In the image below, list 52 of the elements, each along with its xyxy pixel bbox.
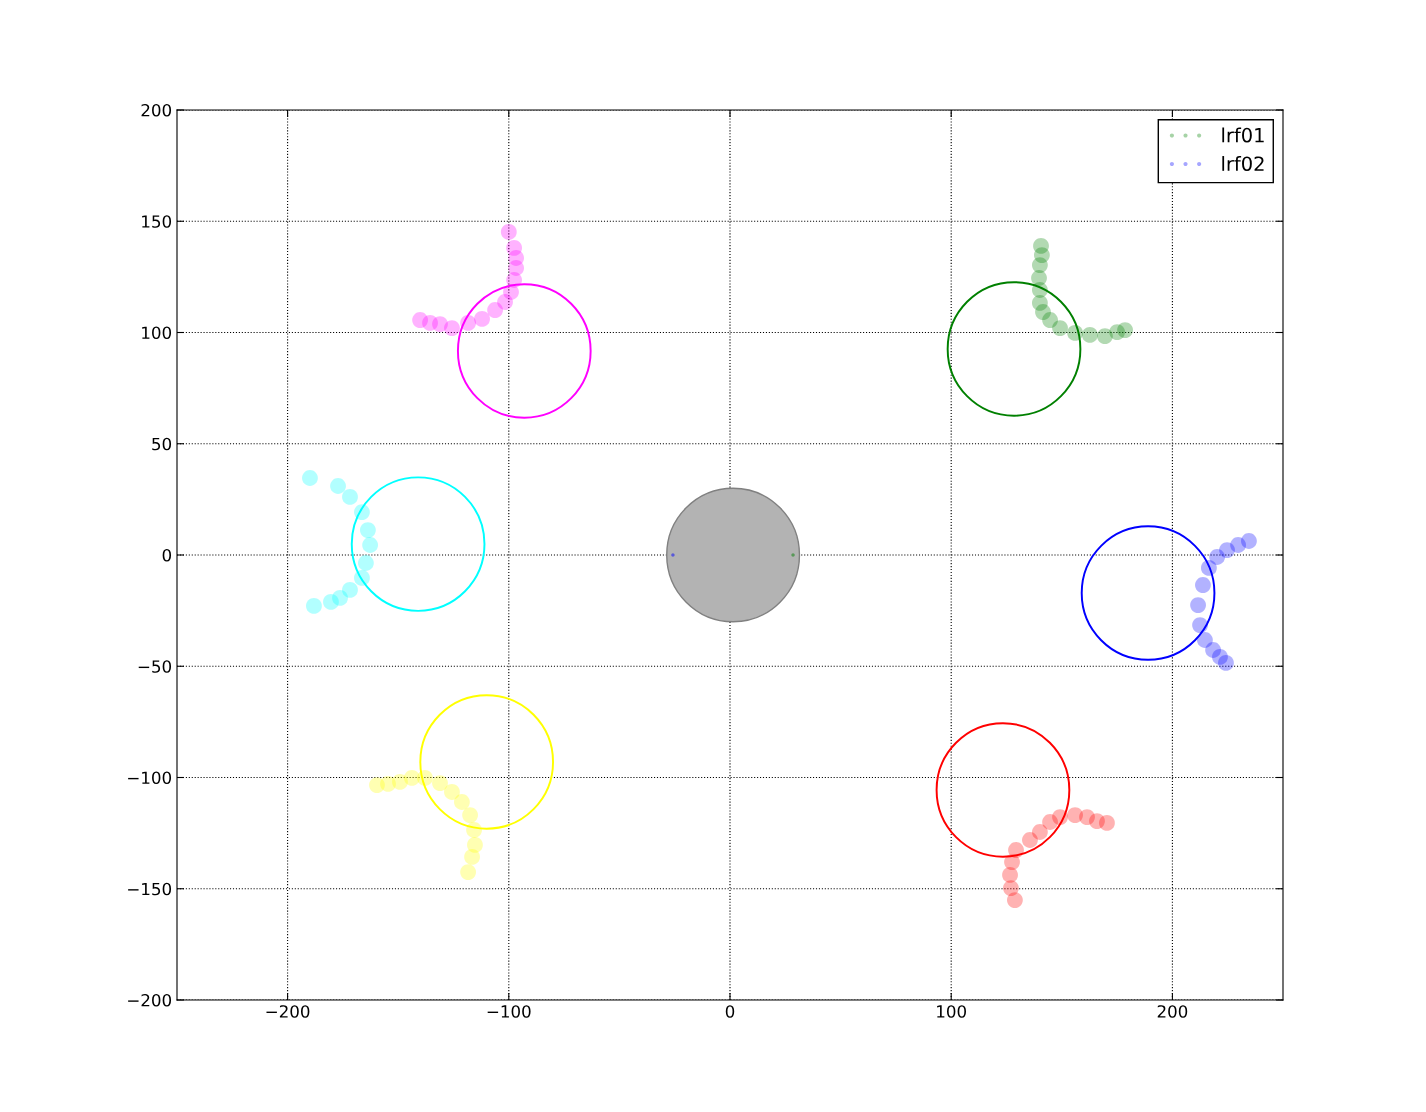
x-tick-label: 0 (725, 1005, 735, 1018)
point (306, 598, 322, 614)
point (1209, 549, 1225, 565)
y-tick-label: −50 (138, 660, 172, 673)
y-tick-label: 150 (142, 215, 172, 228)
y-tick-label: 200 (141, 103, 172, 117)
point (1033, 238, 1049, 254)
x-tick-label: 100 (937, 1005, 966, 1018)
point (342, 489, 358, 505)
point (412, 312, 429, 328)
point (357, 555, 374, 571)
point (1002, 867, 1018, 883)
point (500, 224, 517, 240)
point (1081, 327, 1098, 343)
point (1097, 328, 1113, 344)
point (1190, 597, 1206, 613)
point (1022, 832, 1038, 848)
point (1218, 654, 1234, 671)
point (404, 770, 420, 786)
point (1031, 294, 1048, 311)
x-tick-label: 200 (1157, 1005, 1188, 1018)
point (474, 311, 490, 327)
point (359, 522, 376, 538)
point (497, 294, 513, 310)
y-tick-label: −200 (128, 993, 172, 1007)
point (302, 470, 318, 486)
point (464, 849, 480, 865)
point (323, 594, 339, 610)
point (1067, 807, 1083, 824)
legend-label: lrf01 (1222, 127, 1264, 143)
point (362, 537, 379, 553)
point (791, 553, 795, 557)
x-tick-label: −200 (266, 1005, 310, 1018)
y-tick-label: 50 (152, 437, 172, 451)
point (460, 864, 477, 880)
x-tick-label: −100 (487, 1005, 531, 1018)
y-tick-label: 100 (142, 326, 172, 340)
point (1042, 814, 1058, 830)
point (1195, 577, 1211, 593)
point (444, 784, 460, 800)
point (1006, 892, 1023, 909)
y-tick-label: −150 (128, 882, 172, 896)
point (432, 775, 448, 791)
point (462, 807, 479, 824)
point (453, 794, 470, 810)
point (342, 582, 358, 598)
legend-label: lrf02 (1222, 156, 1264, 172)
point (330, 478, 346, 494)
y-tick-label: 0 (162, 548, 172, 562)
point (671, 553, 675, 557)
point (487, 302, 503, 318)
y-tick-label: −100 (128, 771, 172, 785)
